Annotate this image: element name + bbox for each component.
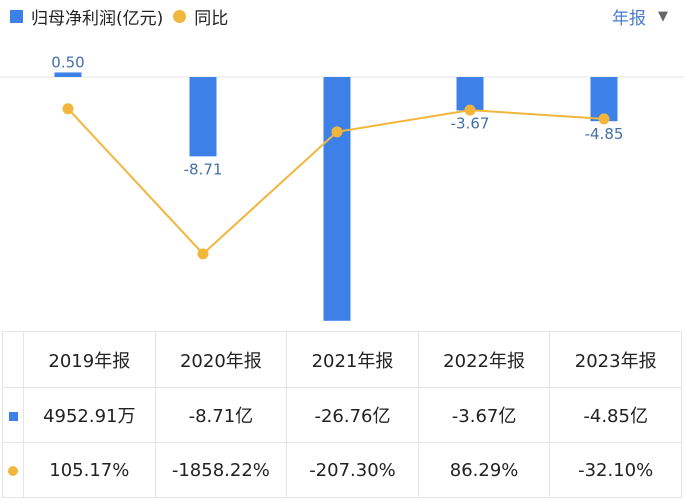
- period-selector[interactable]: 年报 ▼: [612, 4, 668, 29]
- table-header-cell: 2019年报: [23, 331, 156, 388]
- table-cell: 86.29%: [417, 442, 551, 498]
- yoy-point-2023年报: [598, 113, 610, 125]
- bar-value-label: -8.71: [184, 160, 223, 178]
- table-cell: 4952.91万: [23, 387, 156, 443]
- bar-value-label: -26.76: [313, 325, 361, 328]
- table-header-cell: 2022年报: [417, 331, 551, 388]
- table-cell: -26.76亿: [286, 387, 419, 443]
- bar-marker-icon: [8, 411, 18, 421]
- yoy-point-2022年报: [464, 104, 476, 116]
- line-legend-label: 同比: [194, 8, 229, 29]
- table-header-cell: 2021年报: [286, 331, 419, 388]
- table-row-profit: 4952.91万 -8.71亿 -26.76亿 -3.67亿 -4.85亿: [2, 387, 682, 443]
- chart-legend: 归母净利润(亿元) 同比: [10, 4, 229, 29]
- bar-legend-label: 归母净利润(亿元): [31, 8, 164, 29]
- line-legend-marker: [173, 9, 187, 23]
- yoy-point-2021年报: [331, 126, 343, 138]
- bar-value-label: 0.50: [51, 53, 84, 71]
- table-row-yoy: 105.17% -1858.22% -207.30% 86.29% -32.10…: [2, 442, 682, 498]
- profit-chart: 0.50 -8.71 -26.76 -3.67 -4.85: [0, 53, 684, 328]
- bar-value-label: -4.85: [585, 125, 624, 143]
- table-cell: -1858.22%: [154, 442, 288, 498]
- table-header-cell: 2023年报: [549, 331, 682, 388]
- line-row-marker: [2, 442, 24, 498]
- data-table: 2019年报 2020年报 2021年报 2022年报 2023年报 4952.…: [2, 331, 682, 498]
- chevron-down-icon: ▼: [658, 8, 668, 24]
- table-header-row: 2019年报 2020年报 2021年报 2022年报 2023年报: [2, 331, 682, 388]
- table-cell: -32.10%: [549, 442, 682, 498]
- bar-value-label: -3.67: [451, 114, 490, 132]
- period-selector-label: 年报: [612, 8, 646, 29]
- line-marker-icon: [8, 465, 18, 476]
- table-cell: 105.17%: [23, 442, 156, 498]
- table-cell: -4.85亿: [549, 387, 682, 443]
- table-header-cell: 2020年报: [154, 331, 288, 388]
- table-cell: -3.67亿: [417, 387, 551, 443]
- bar-2020年报: [189, 77, 217, 157]
- table-cell: -207.30%: [286, 442, 419, 498]
- bar-row-marker: [2, 387, 24, 443]
- table-cell: -8.71亿: [154, 387, 288, 443]
- bar-legend-marker: [10, 9, 23, 23]
- bar-2021年报: [323, 77, 351, 321]
- table-header-cell: [2, 331, 24, 388]
- bar-2019年报: [54, 72, 82, 77]
- yoy-point-2019年报: [62, 103, 74, 115]
- yoy-point-2020年报: [197, 248, 209, 260]
